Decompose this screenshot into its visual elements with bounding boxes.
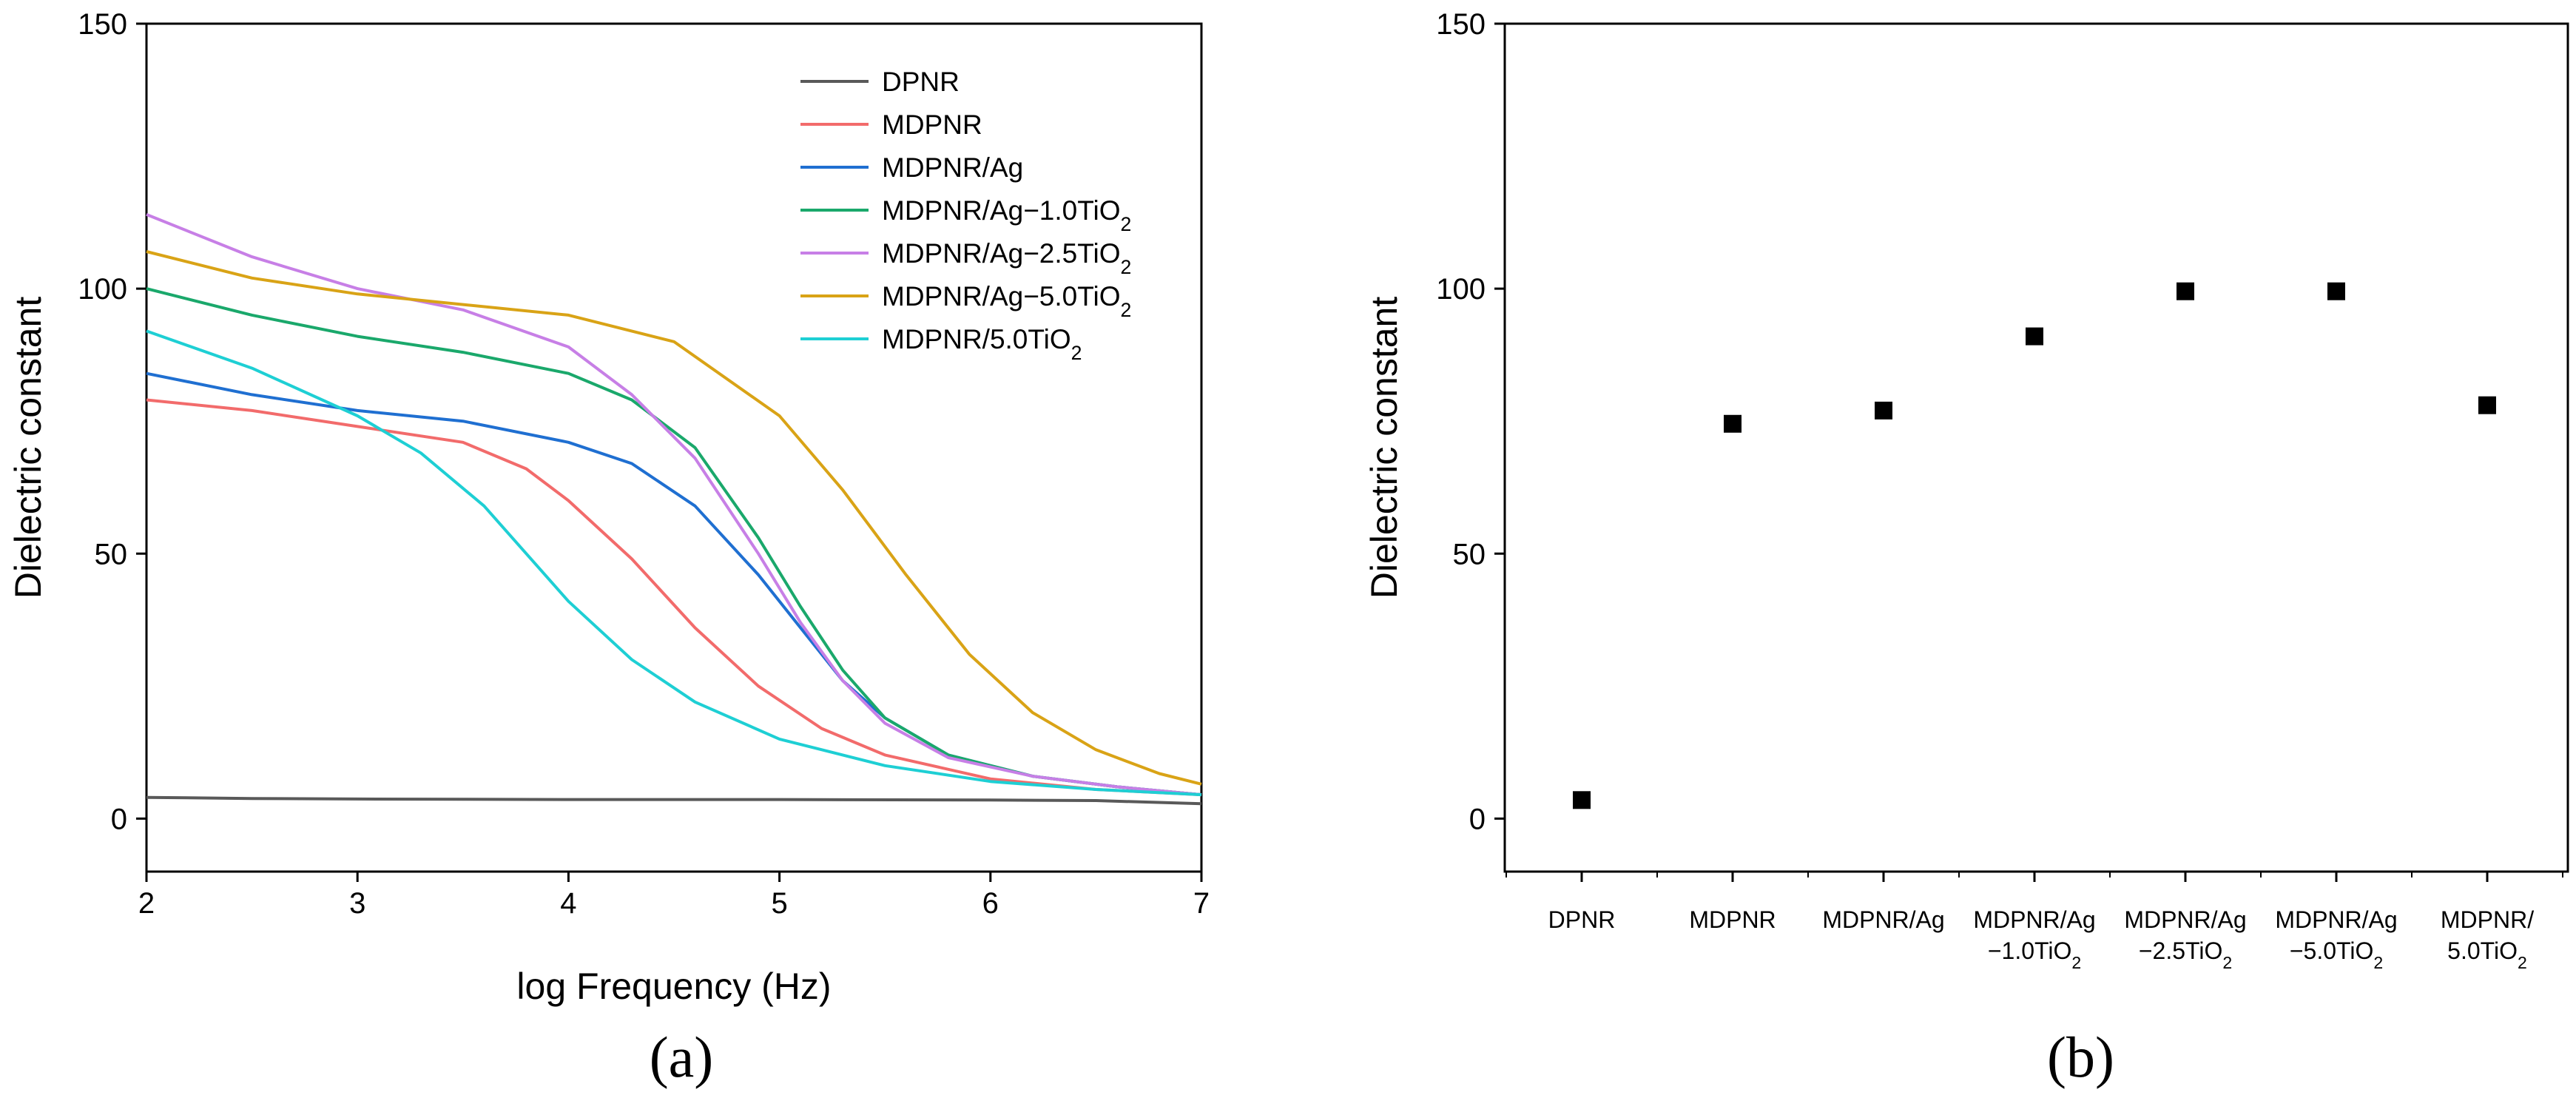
y-axis-title: Dielectric constant <box>1363 297 1405 599</box>
category-label-5: MDPNR/Ag −2.5TiO2 <box>2124 906 2246 972</box>
legend-label-2: MDPNR <box>882 110 982 140</box>
panel-b-chart: 0 50 100 150 DPNR MDPNR MDPNR/Ag MDPNR/Ag −1.0Ti… <box>1363 8 2569 1089</box>
y-axis-title: Dielectric constant <box>7 297 49 599</box>
y-tick-label: 50 <box>1453 538 1486 570</box>
data-point-5 <box>2177 282 2194 300</box>
panel-a-chart: 2 3 4 5 6 7 0 50 100 150 DPNR MDPNR MDPNR/Ag MDPNR/Ag… <box>7 8 1210 1089</box>
series-line-6 <box>146 250 1202 786</box>
x-tick-label: 2 <box>138 887 155 920</box>
category-label-6: MDPNR/Ag −5.0TiO2 <box>2275 906 2397 972</box>
legend-label-6: MDPNR/Ag−5.0TiO2 <box>882 281 1131 321</box>
plot-frame <box>145 22 1203 873</box>
series-line-7 <box>146 329 1202 797</box>
plot-frame <box>1503 22 2569 873</box>
y-tick-label: 0 <box>111 803 127 835</box>
category-label-2: MDPNR <box>1689 906 1776 933</box>
panel-label-b: (b) <box>2047 1025 2114 1089</box>
y-tick-label: 150 <box>1436 8 1486 41</box>
data-point-7 <box>2478 396 2496 414</box>
legend-label-3: MDPNR/Ag <box>882 152 1023 183</box>
legend-label-1: DPNR <box>882 67 960 97</box>
series-line-5 <box>146 213 1202 797</box>
panel-label-a: (a) <box>650 1025 714 1089</box>
category-label-4: MDPNR/Ag −1.0TiO2 <box>1973 906 2095 972</box>
data-point-3 <box>1875 401 1892 420</box>
data-point-2 <box>1724 414 1742 433</box>
data-point-6 <box>2327 282 2345 300</box>
x-tick-label: 4 <box>560 887 576 920</box>
legend-label-4: MDPNR/Ag−1.0TiO2 <box>882 195 1131 235</box>
y-tick-label: 100 <box>1436 273 1486 306</box>
y-tick-label: 0 <box>1469 803 1486 835</box>
x-tick-label: 6 <box>982 887 999 920</box>
category-label-1: DPNR <box>1548 906 1616 933</box>
x-tick-label: 7 <box>1193 887 1210 920</box>
x-tick-label: 3 <box>349 887 365 920</box>
x-tick-label: 5 <box>771 887 787 920</box>
y-tick-label: 50 <box>95 538 128 570</box>
data-point-4 <box>2026 327 2043 346</box>
legend-label-7: MDPNR/5.0TiO2 <box>882 324 1082 364</box>
category-label-7: MDPNR/5.0TiO2 <box>2441 906 2534 972</box>
series-line-2 <box>146 398 1202 797</box>
legend-label-5: MDPNR/Ag−2.5TiO2 <box>882 238 1131 278</box>
y-tick-label: 100 <box>78 273 127 306</box>
x-axis-title: log Frequency (Hz) <box>516 966 831 1007</box>
series-line-1 <box>146 795 1202 806</box>
y-tick-label: 150 <box>78 8 127 41</box>
category-label-3: MDPNR/Ag <box>1822 906 1944 933</box>
data-point-1 <box>1573 791 1591 809</box>
